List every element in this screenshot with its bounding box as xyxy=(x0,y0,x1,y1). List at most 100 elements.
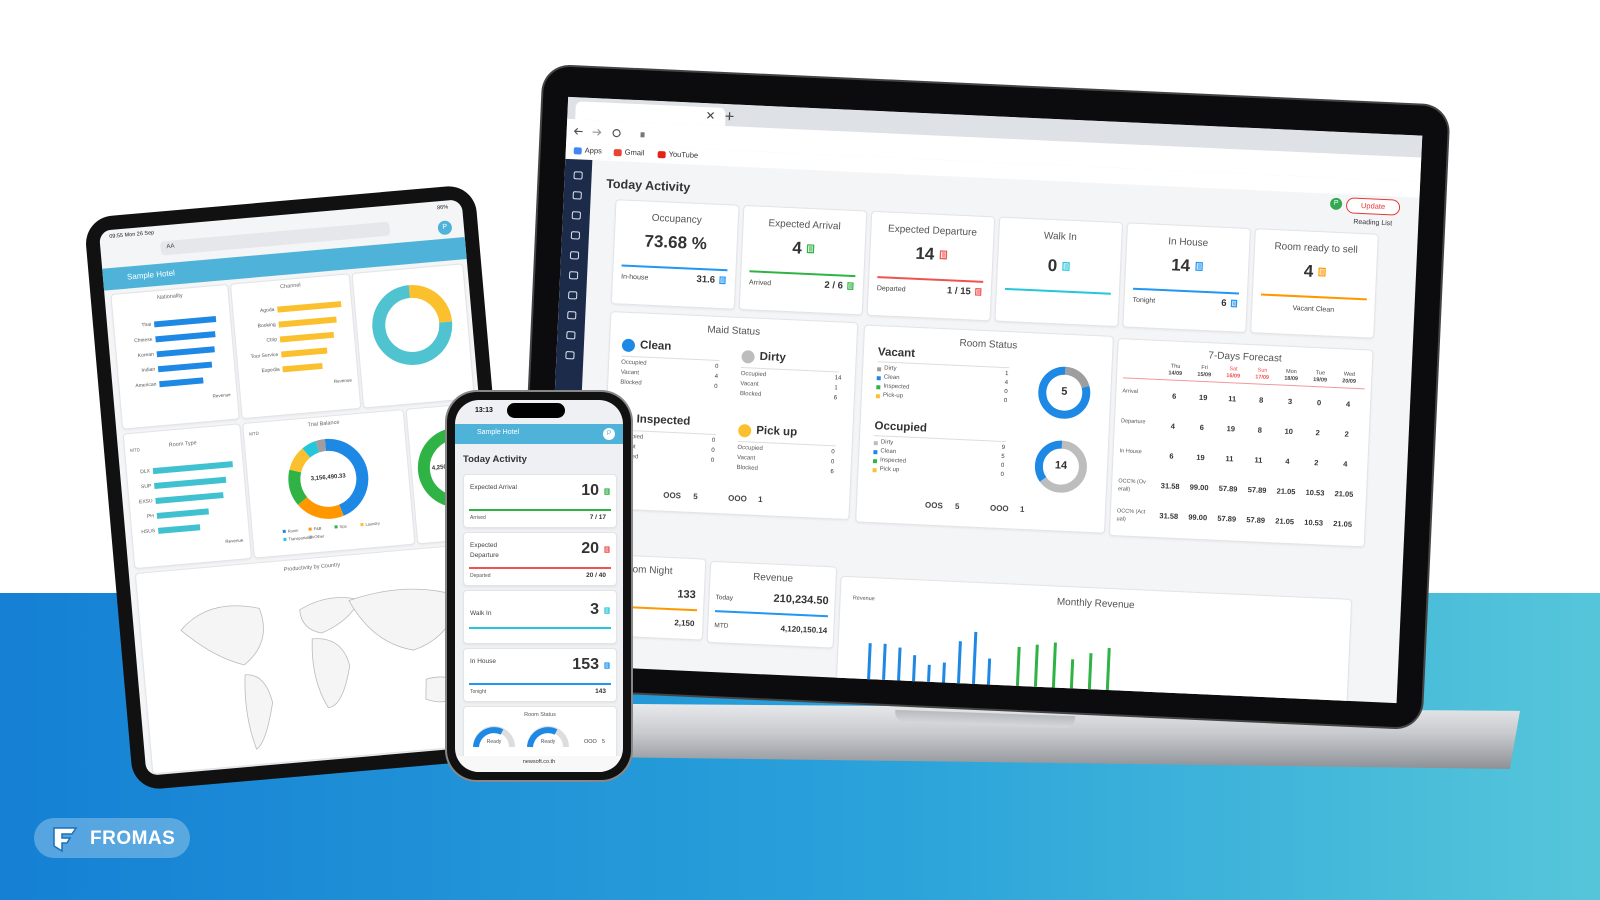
bar xyxy=(159,377,204,388)
day-date: 17/09 xyxy=(1255,374,1270,381)
bar xyxy=(281,347,328,358)
door-leaf xyxy=(976,289,981,295)
sidebar-icon xyxy=(566,331,576,340)
monthly-revenue-panel: Monthly Revenue Revenue xyxy=(834,575,1353,704)
row-label: OCC% (Overall) xyxy=(1117,478,1146,493)
donut-segment xyxy=(288,438,369,519)
gauge xyxy=(527,726,569,748)
legend-value: 9 xyxy=(1001,444,1006,452)
door-leaf xyxy=(809,246,813,252)
status-dot xyxy=(741,350,755,364)
sidebar-icon xyxy=(567,311,577,320)
bookmark-icon xyxy=(613,149,622,157)
forecast-value: 19 xyxy=(1198,392,1208,403)
footer-value: 5 xyxy=(602,739,606,745)
header-title: Sample Hotel xyxy=(477,429,520,436)
bar-label: DLX xyxy=(140,468,151,476)
forecast-value: 4 xyxy=(1285,456,1290,466)
kpi-card: Room ready to sell 4 Vacant Clean xyxy=(1250,228,1379,339)
bar xyxy=(154,476,227,490)
legend-label: Other xyxy=(314,533,325,540)
legend-swatch xyxy=(872,468,877,473)
forward-icon xyxy=(592,128,602,136)
legend-value: 0 xyxy=(1000,462,1005,470)
footer-label: OOS xyxy=(924,500,944,511)
bar xyxy=(282,362,323,373)
panel-title: Nationality xyxy=(156,292,183,302)
sidebar-icon xyxy=(565,351,575,360)
avatar: P xyxy=(603,428,615,440)
bar-label: Expedia xyxy=(261,366,280,375)
revenue-card: Revenue Today 210,234.50 MTD 4,120,150.14 xyxy=(706,560,838,649)
forecast-value: 11 xyxy=(1254,455,1263,465)
revenue-bar xyxy=(1033,644,1039,696)
bar-label: Agoda xyxy=(259,306,275,315)
kpi-card: Occupancy 73.68 % In-house 31.6 xyxy=(610,199,740,310)
door-frame xyxy=(1230,299,1238,308)
axis-label: Revenue xyxy=(333,377,353,384)
card-line xyxy=(877,276,984,283)
day-date: 14/09 xyxy=(1168,370,1183,378)
revenue-bar xyxy=(896,647,902,690)
revenue-bar xyxy=(1051,642,1057,697)
today-label: Today xyxy=(715,594,734,602)
card-line xyxy=(1133,287,1240,295)
new-tab-icon xyxy=(725,112,734,121)
close-icon xyxy=(706,111,715,119)
page-title: Today Activity xyxy=(463,454,527,465)
legend-swatch xyxy=(283,537,287,541)
panel-title: 7-Days Forecast xyxy=(1208,350,1282,365)
bookmark: YouTube xyxy=(668,149,699,160)
bar xyxy=(157,524,201,534)
panel-title: Room Status xyxy=(524,712,556,718)
legend-swatch xyxy=(876,385,881,390)
bar xyxy=(152,461,233,475)
legend-swatch xyxy=(873,450,878,455)
legend-label: Dirty xyxy=(884,365,897,373)
door-icon xyxy=(847,282,854,291)
forecast-value: 21.05 xyxy=(1333,519,1353,529)
forecast-value: 57.89 xyxy=(1246,515,1266,525)
url: newsoft.co.th xyxy=(522,759,556,765)
card-sub-label: Vacant Clean xyxy=(1292,304,1335,314)
page-title: Today Activity xyxy=(605,176,691,195)
footer-value: 1 xyxy=(757,494,763,505)
axis-label: Revenue xyxy=(212,392,231,399)
status-row-value: 1 xyxy=(834,385,838,392)
group-name: Vacant xyxy=(877,346,916,360)
door-leaf xyxy=(1232,301,1236,306)
bookmark-icon xyxy=(573,147,582,155)
forecast-value: 2 xyxy=(1314,458,1319,468)
forecast-value: 11 xyxy=(1225,454,1234,464)
card-value-row: 14 xyxy=(870,242,993,268)
bar-label: EXSU xyxy=(138,498,153,506)
forecast-value: 21.05 xyxy=(1334,489,1354,499)
door-frame xyxy=(974,287,982,296)
door-leaf xyxy=(605,609,609,613)
status-dot xyxy=(621,338,636,353)
forecast-value: 4 xyxy=(1343,459,1348,469)
legend-label: Pick-up xyxy=(882,392,904,400)
update-button[interactable]: Update xyxy=(1345,197,1401,216)
card-sub-value: 143 xyxy=(595,688,606,695)
donut-segment xyxy=(288,438,369,519)
forecast-value: 6 xyxy=(1171,391,1177,401)
legend-label: Inspected xyxy=(883,383,910,391)
revenue-bar xyxy=(956,640,962,693)
legend-value: 5 xyxy=(1001,453,1005,461)
forecast-value: 10.53 xyxy=(1304,517,1324,528)
revenue-bar xyxy=(926,665,931,691)
card-value: 153 xyxy=(572,656,599,673)
door-icon xyxy=(1318,267,1327,277)
kpi-card: Expected Arrival 4 Arrived 2 / 6 xyxy=(738,204,868,316)
revenue-bar xyxy=(986,658,992,694)
day-date: 19/09 xyxy=(1313,376,1328,384)
tab-icons xyxy=(706,111,734,121)
door-icon xyxy=(604,662,610,669)
card-label: Expected Arrival xyxy=(470,484,517,491)
status-row-value: 0 xyxy=(711,447,715,454)
donut-segment xyxy=(372,284,453,365)
donut-total: 14 xyxy=(1054,459,1068,472)
axis-label: Revenue xyxy=(852,595,875,603)
door-leaf xyxy=(1064,263,1069,270)
